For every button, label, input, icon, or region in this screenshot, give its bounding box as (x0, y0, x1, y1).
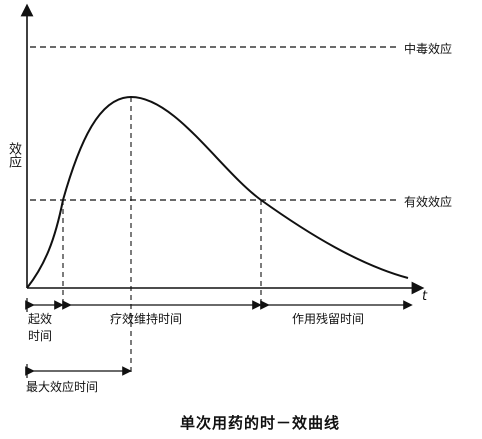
x-axis-label: t (422, 289, 428, 304)
onset-label-line1: 起效 (28, 312, 53, 326)
peak-time-label: 最大效应时间 (26, 380, 99, 394)
onset-label-line2: 时间 (28, 329, 53, 343)
toxic-level-label: 中毒效应 (404, 42, 453, 56)
residual-label: 作用残留时间 (292, 312, 365, 326)
y-axis-label: 效应 (6, 142, 21, 168)
figure-caption: 单次用药的时－效曲线 (180, 414, 341, 432)
effective-level-label: 有效效应 (404, 195, 453, 209)
time-effect-curve (26, 95, 409, 289)
maintenance-label: 疗效维持时间 (110, 312, 183, 326)
